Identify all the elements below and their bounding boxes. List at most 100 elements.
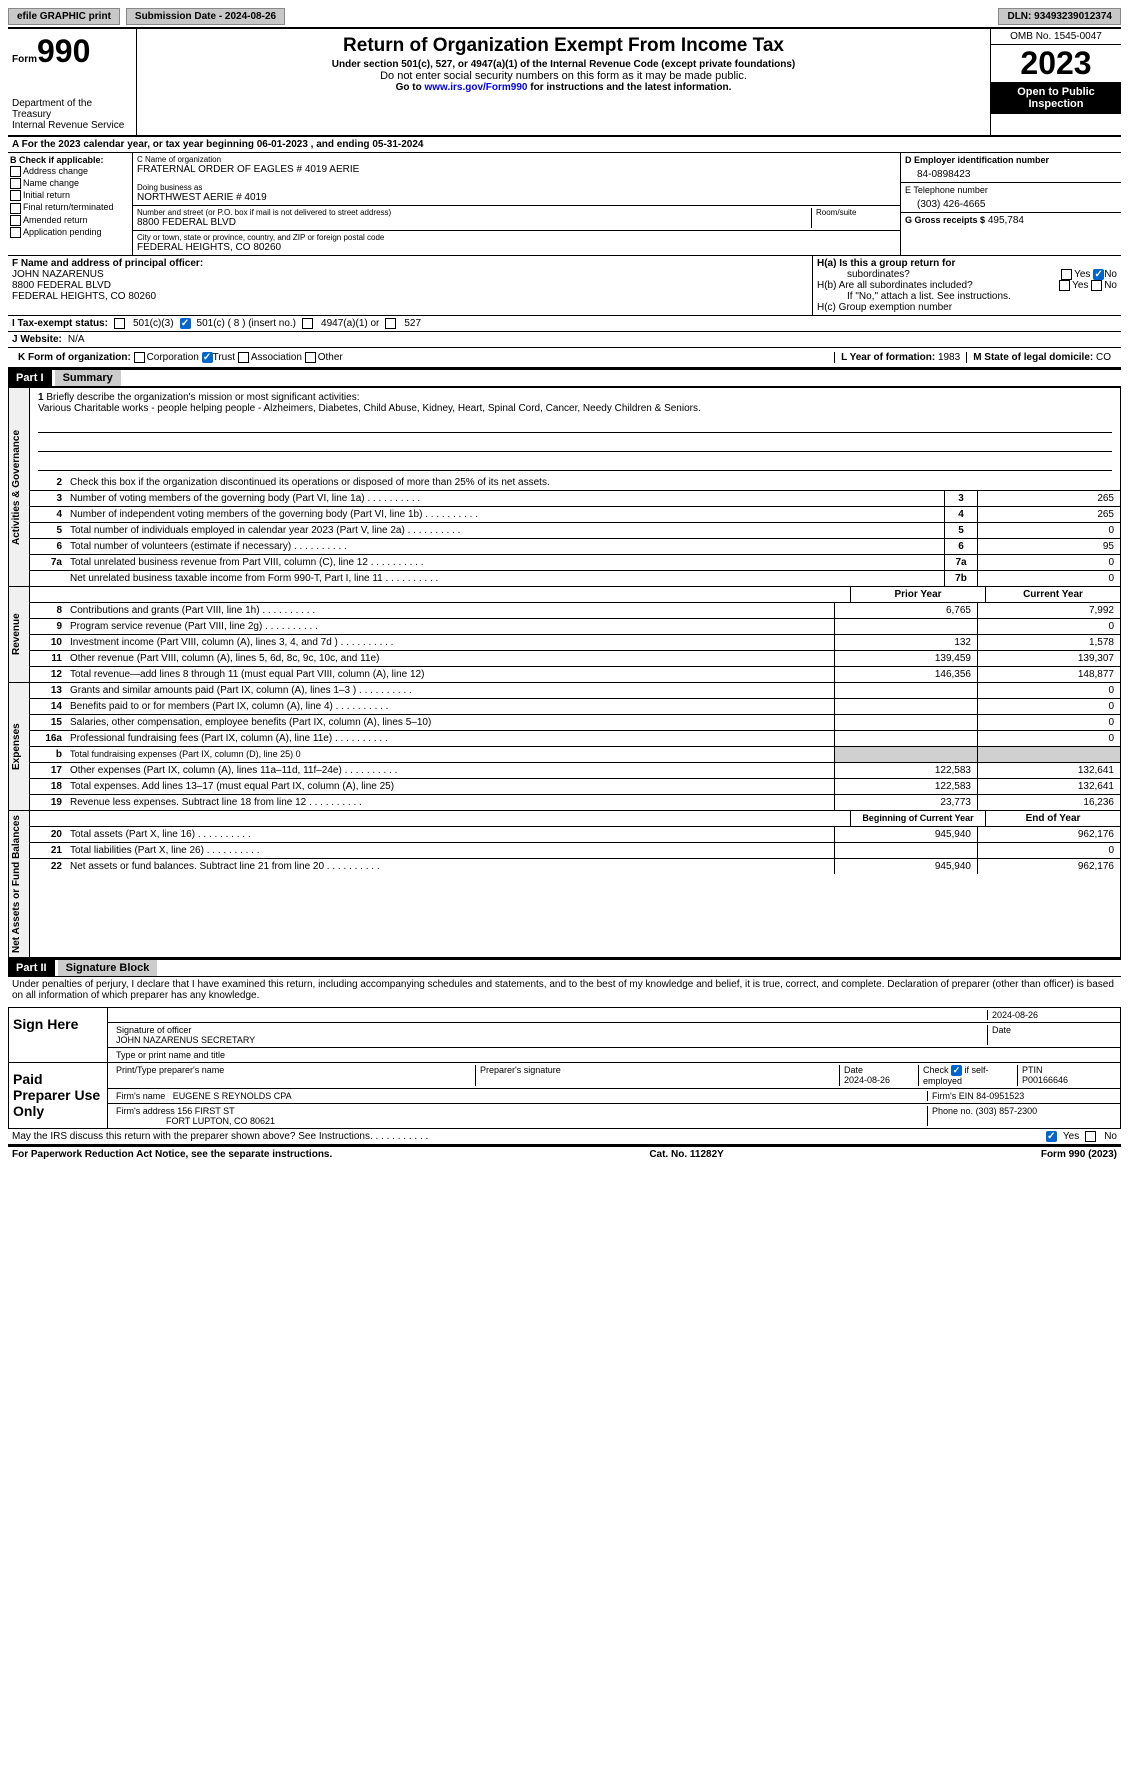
discuss-yes[interactable]: ✓ <box>1046 1131 1057 1142</box>
efile-print-button[interactable]: efile GRAPHIC print <box>8 8 120 25</box>
assoc: Association <box>251 352 302 363</box>
yes-1: Yes <box>1074 269 1090 280</box>
part2-header: Part II <box>8 960 55 976</box>
open-to-public: Open to Public Inspection <box>991 82 1121 114</box>
hb-note: If "No," attach a list. See instructions… <box>817 291 1117 302</box>
c9: 0 <box>977 619 1120 634</box>
527: 527 <box>404 318 421 329</box>
check-pending[interactable] <box>10 227 21 238</box>
check-501c3[interactable] <box>114 318 125 329</box>
irs-link[interactable]: www.irs.gov/Form990 <box>424 82 527 93</box>
line8: Contributions and grants (Part VIII, lin… <box>66 603 834 618</box>
check-amended[interactable] <box>10 215 21 226</box>
c16a: 0 <box>977 731 1120 746</box>
self-employed-check[interactable]: ✓ <box>951 1065 962 1076</box>
hb-yes[interactable] <box>1059 280 1070 291</box>
c21: 0 <box>977 843 1120 858</box>
part1-header: Part I <box>8 370 52 386</box>
check-final[interactable] <box>10 203 21 214</box>
form-footer: Form 990 (2023) <box>1041 1149 1117 1160</box>
check-other[interactable] <box>305 352 316 363</box>
yes-2: Yes <box>1072 280 1088 291</box>
line10: Investment income (Part VIII, column (A)… <box>66 635 834 650</box>
officer-name: JOHN NAZARENUS <box>12 269 808 280</box>
org-name-label: C Name of organization <box>137 155 896 164</box>
c18: 132,641 <box>977 779 1120 794</box>
phone-label: Phone no. <box>932 1106 973 1116</box>
line19: Revenue less expenses. Subtract line 18 … <box>66 795 834 810</box>
hb-no[interactable] <box>1091 280 1102 291</box>
opt-address: Address change <box>23 166 88 176</box>
ein-value: 84-0898423 <box>905 165 1117 180</box>
ptin-label: PTIN <box>1022 1065 1043 1075</box>
column-c: C Name of organization FRATERNAL ORDER O… <box>133 153 901 255</box>
org-name: FRATERNAL ORDER OF EAGLES # 4019 AERIE <box>137 164 896 175</box>
sig-officer-label: Signature of officer <box>116 1025 191 1035</box>
trust: Trust <box>213 352 235 363</box>
line16a: Professional fundraising fees (Part IX, … <box>66 731 834 746</box>
check-assoc[interactable] <box>238 352 249 363</box>
hb-label: H(b) Are all subordinates included? <box>817 280 973 291</box>
omb-number: OMB No. 1545-0047 <box>991 29 1121 45</box>
p18: 122,583 <box>834 779 977 794</box>
line4: Number of independent voting members of … <box>66 507 944 522</box>
opt-name: Name change <box>23 178 79 188</box>
p21 <box>834 843 977 858</box>
opt-amended: Amended return <box>23 215 88 225</box>
ha-no-checked[interactable]: ✓ <box>1093 269 1104 280</box>
form-label: Form <box>12 54 37 65</box>
firm-name-label: Firm's name <box>116 1091 165 1101</box>
opt-initial: Initial return <box>23 190 70 200</box>
opt-pending: Application pending <box>23 227 102 237</box>
p16a <box>834 731 977 746</box>
check-initial[interactable] <box>10 190 21 201</box>
ha-label: H(a) Is this a group return for <box>817 258 955 269</box>
opt-final: Final return/terminated <box>23 202 114 212</box>
c20: 962,176 <box>977 827 1120 842</box>
line6: Total number of volunteers (estimate if … <box>66 539 944 554</box>
p8: 6,765 <box>834 603 977 618</box>
check-trust[interactable]: ✓ <box>202 352 213 363</box>
discuss-no[interactable] <box>1085 1131 1096 1142</box>
firm-ein: 84-0951523 <box>976 1091 1024 1101</box>
officer-sig-name: JOHN NAZARENUS SECRETARY <box>116 1035 255 1045</box>
declaration: Under penalties of perjury, I declare th… <box>8 977 1121 1003</box>
check-527[interactable] <box>385 318 396 329</box>
phone: (303) 857-2300 <box>976 1106 1038 1116</box>
line22: Net assets or fund balances. Subtract li… <box>66 859 834 874</box>
vtab-expenses: Expenses <box>9 683 30 810</box>
goto-prefix: Go to <box>396 82 425 93</box>
line2: Check this box if the organization disco… <box>66 475 1120 490</box>
check-501c[interactable]: ✓ <box>180 318 191 329</box>
current-hdr: Current Year <box>985 587 1120 602</box>
domicile: CO <box>1096 352 1111 363</box>
check-corp[interactable] <box>134 352 145 363</box>
end-hdr: End of Year <box>985 811 1120 826</box>
gross-label: G Gross receipts $ <box>905 215 985 225</box>
prep-name-label: Print/Type preparer's name <box>116 1065 224 1075</box>
p10: 132 <box>834 635 977 650</box>
ein-label: D Employer identification number <box>905 155 1117 165</box>
officer-label: F Name and address of principal officer: <box>12 258 808 269</box>
website-value: N/A <box>68 334 85 345</box>
prep-date-label: Date <box>844 1065 863 1075</box>
check-name-change[interactable] <box>10 178 21 189</box>
firm-addr-label: Firm's address <box>116 1106 175 1116</box>
discuss-yes-label: Yes <box>1063 1131 1079 1142</box>
line9: Program service revenue (Part VIII, line… <box>66 619 834 634</box>
p22: 945,940 <box>834 859 977 874</box>
officer-addr: 8800 FEDERAL BLVD <box>12 280 808 291</box>
dln: DLN: 93493239012374 <box>998 8 1121 25</box>
val7b: 0 <box>977 571 1120 586</box>
p15 <box>834 715 977 730</box>
website-label: J Website: <box>12 334 62 345</box>
ha-sub: subordinates? <box>817 269 910 280</box>
c14: 0 <box>977 699 1120 714</box>
check-4947[interactable] <box>302 318 313 329</box>
discuss-question: May the IRS discuss this return with the… <box>12 1131 1040 1142</box>
paperwork-notice: For Paperwork Reduction Act Notice, see … <box>12 1149 332 1160</box>
mission-label: Briefly describe the organization's miss… <box>46 392 359 403</box>
p9 <box>834 619 977 634</box>
check-address-change[interactable] <box>10 166 21 177</box>
ha-yes[interactable] <box>1061 269 1072 280</box>
